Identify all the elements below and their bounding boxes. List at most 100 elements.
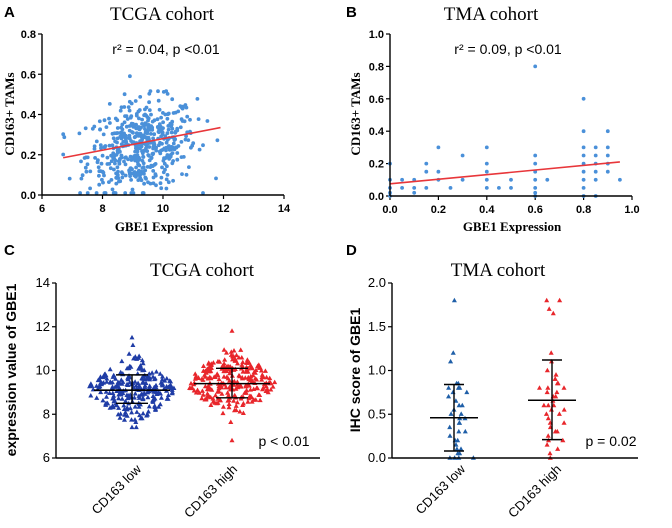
panel-c-point-high (243, 369, 249, 374)
panel-c-point-low (160, 382, 166, 388)
panel-d-point-low (451, 297, 457, 303)
panel-b-point (424, 186, 429, 190)
panel-b-point (484, 177, 489, 182)
panel-b-title: TMA cohort (444, 4, 539, 25)
panel-b-ytick-label: 0.4 (369, 126, 385, 138)
panel-c-point-high (208, 365, 214, 370)
panel-a-point (145, 129, 150, 133)
panel-d-ytick-label: 1.5 (368, 319, 386, 334)
panel-c-point-low (169, 390, 175, 396)
panel-a-point (183, 103, 188, 107)
panel-d-point-high (545, 385, 551, 390)
panel-a-xlabel: GBE1 Expression (115, 219, 214, 234)
panel-d-point-high (553, 372, 559, 377)
panel-a-point (201, 143, 205, 148)
panel-a-point (99, 161, 104, 166)
panel-a-point (62, 135, 67, 140)
panel-c-point-high (244, 357, 250, 362)
panel-c-point-high (226, 384, 232, 390)
panel-a-point (84, 169, 89, 174)
panel-a-point (153, 172, 158, 177)
panel-a-point (149, 132, 153, 136)
panel-c-point-high (234, 352, 239, 358)
panel-a-point (134, 165, 139, 170)
panel-c-point-low (95, 377, 101, 383)
panel-c-point-high (253, 397, 259, 402)
panel-a-point (180, 172, 184, 177)
panel-c-point-high (258, 368, 264, 373)
panel-c-point-high (245, 374, 251, 380)
panel-c-point-high (268, 387, 274, 392)
panel-a-point (110, 187, 115, 192)
panel-d-point-high (547, 450, 553, 456)
panel-c-point-low (116, 395, 122, 401)
panel-a-point (143, 127, 147, 131)
panel-a-point (185, 114, 190, 119)
panel-d-title: TMA cohort (451, 260, 546, 281)
panel-a-point (149, 112, 153, 117)
panel-a-point (113, 161, 117, 166)
panel-d-point-low (446, 393, 452, 399)
panel-a-point (171, 178, 176, 183)
panel-d-ylabel: IHC score of GBE1 (347, 308, 363, 433)
panel-a-point (130, 187, 135, 192)
panel-a-point (122, 92, 127, 97)
panel-c-point-high (202, 374, 208, 379)
panel-a-point (115, 174, 120, 178)
panel-a-point (78, 191, 82, 195)
panel-b-point (533, 161, 538, 166)
panel-c-point-low (153, 382, 159, 388)
panel-c-category-high: CD163 high (181, 462, 240, 521)
panel-b-point (593, 145, 598, 150)
panel-a-point (157, 149, 162, 154)
panel-c-point-low (124, 405, 130, 410)
panel-b-xtick-label: 0.8 (576, 204, 591, 216)
panel-b-point (605, 145, 610, 150)
panel-b-point (424, 161, 429, 166)
panel-b-point (533, 190, 538, 195)
panel-c-point-low (130, 342, 136, 347)
panel-a-point (149, 156, 154, 161)
panel-a-point (117, 179, 121, 184)
panel-a-point (122, 105, 127, 109)
panel-a-point (61, 152, 66, 157)
panel-c-point-high (231, 348, 237, 353)
panel-a-xtick-label: 12 (217, 203, 229, 215)
panel-c-p-value: p < 0.01 (259, 433, 310, 449)
panel-c-point-high (226, 404, 232, 410)
panel-a-point (123, 191, 128, 195)
panel-c-ytick-label: 8 (43, 406, 50, 421)
panel-b-point (581, 169, 586, 174)
panel-a-point (149, 124, 154, 129)
panel-a-point (159, 175, 164, 180)
panel-c-point-low (110, 374, 116, 379)
panel-c-point-low (134, 356, 140, 361)
panel-a-point (67, 176, 72, 181)
panel-b-annotation: r² = 0.09, p <0.01 (454, 41, 562, 57)
panel-a-point (166, 180, 171, 185)
panel-a-point (85, 162, 90, 167)
panel-c-ytick-label: 12 (36, 319, 50, 334)
panel-c-point-low (119, 358, 125, 364)
panel-c-point-high (220, 410, 226, 416)
panel-a-point (135, 149, 140, 154)
panel-a-point (104, 125, 109, 129)
panel-a-point (123, 114, 127, 118)
panel-c-point-low (115, 411, 121, 417)
panel-a-point (137, 116, 141, 121)
panel-c-point-low (165, 384, 171, 389)
panel-c-point-low (168, 382, 174, 387)
panel-c-point-high (209, 387, 215, 392)
panel-a-point (103, 144, 108, 148)
panel-a-point (166, 127, 171, 132)
panel-c-point-high (199, 388, 205, 393)
panel-c-point-low (133, 424, 139, 430)
panel-a-point (133, 99, 138, 103)
panel-c-point-low (103, 372, 109, 378)
panel-d-point-low (453, 442, 459, 447)
panel-c-point-high (250, 372, 256, 378)
panel-a-point (161, 111, 165, 115)
panel-c-point-high (224, 374, 230, 379)
panel-c-point-high (195, 387, 201, 393)
panel-b-point (412, 186, 417, 190)
